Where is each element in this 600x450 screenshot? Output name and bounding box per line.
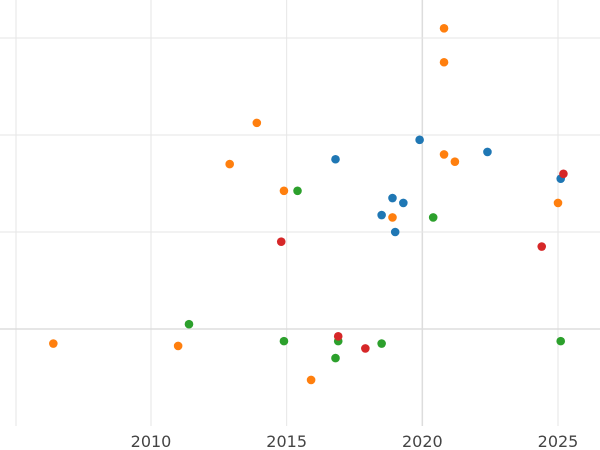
data-point <box>361 344 370 353</box>
data-point <box>306 375 316 385</box>
data-point <box>390 227 400 237</box>
x-axis: 2010 2015 2020 2025 <box>131 432 579 450</box>
data-point <box>388 193 397 203</box>
data-point <box>428 213 438 222</box>
data-point <box>252 118 262 128</box>
data-point <box>331 154 340 164</box>
data-point <box>377 339 386 348</box>
x-tick-label: 2015 <box>266 432 307 450</box>
x-tick-label: 2025 <box>538 432 579 450</box>
data-point <box>439 150 449 159</box>
data-point <box>483 147 492 157</box>
data-point <box>184 319 194 329</box>
grid-layer <box>0 0 600 426</box>
data-point <box>279 336 289 346</box>
data-point <box>399 198 408 208</box>
data-point <box>439 57 449 67</box>
data-point <box>556 336 566 346</box>
data-point <box>331 353 340 363</box>
data-point <box>537 242 547 251</box>
x-tick-label: 2010 <box>131 432 172 450</box>
data-point <box>450 157 460 166</box>
x-tick-label: 2020 <box>402 432 443 450</box>
data-point <box>439 24 449 33</box>
data-point <box>293 186 302 196</box>
data-point <box>225 159 234 169</box>
points-layer <box>49 24 568 385</box>
data-point <box>415 135 424 145</box>
data-point <box>388 213 397 222</box>
data-point <box>276 237 286 246</box>
data-point <box>173 341 183 351</box>
data-point <box>333 331 343 341</box>
data-point <box>553 198 563 208</box>
data-point <box>377 210 386 220</box>
data-point <box>49 339 58 348</box>
data-point <box>279 186 289 196</box>
data-point <box>559 169 568 179</box>
